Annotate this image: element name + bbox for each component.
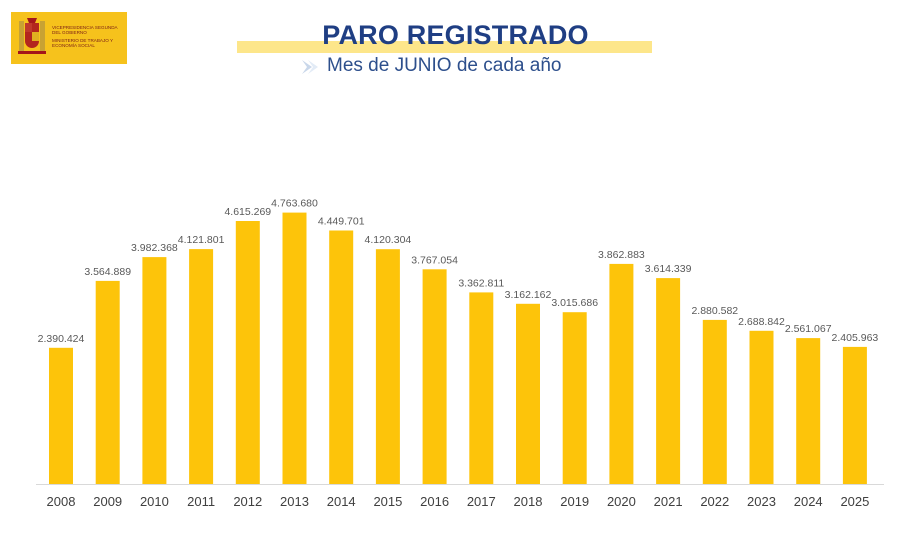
bar-2012 bbox=[235, 221, 260, 484]
bar-2020 bbox=[609, 263, 634, 484]
data-label-2009: 3.564.889 bbox=[84, 266, 131, 278]
title-highlight bbox=[237, 41, 652, 53]
x-tick-2010: 2010 bbox=[140, 494, 169, 509]
data-label-2025: 2.405.963 bbox=[832, 332, 879, 344]
x-tick-2014: 2014 bbox=[327, 494, 356, 509]
bar-2019 bbox=[562, 312, 587, 484]
data-label-2024: 2.561.067 bbox=[785, 323, 832, 335]
coat-of-arms-icon bbox=[15, 15, 49, 61]
x-tick-2018: 2018 bbox=[514, 494, 543, 509]
x-tick-2025: 2025 bbox=[840, 494, 869, 509]
x-tick-2009: 2009 bbox=[93, 494, 122, 509]
bar-2008 bbox=[49, 347, 73, 484]
x-tick-2019: 2019 bbox=[560, 494, 589, 509]
data-label-2016: 3.767.054 bbox=[411, 254, 458, 266]
bar-2017 bbox=[469, 292, 494, 484]
bar-2015 bbox=[375, 249, 400, 484]
data-label-2017: 3.362.811 bbox=[458, 277, 504, 289]
data-label-2013: 4.763.680 bbox=[271, 198, 318, 210]
data-label-2011: 4.121.801 bbox=[178, 234, 225, 246]
x-tick-2022: 2022 bbox=[700, 494, 729, 509]
x-tick-2011: 2011 bbox=[187, 494, 215, 509]
data-label-2023: 2.688.842 bbox=[738, 316, 785, 328]
data-label-2019: 3.015.686 bbox=[551, 297, 598, 309]
x-tick-2021: 2021 bbox=[654, 494, 683, 509]
bar-2022 bbox=[702, 319, 727, 484]
logo-line-1: Vicepresidencia Segunda del Gobierno bbox=[52, 24, 118, 35]
data-label-2012: 4.615.269 bbox=[224, 206, 271, 218]
bar-2013 bbox=[282, 212, 307, 484]
chevron-right-icon bbox=[302, 60, 318, 74]
government-logo: Vicepresidencia Segunda del Gobierno Min… bbox=[11, 12, 127, 64]
data-label-2022: 2.880.582 bbox=[691, 305, 738, 317]
bar-2011 bbox=[189, 249, 214, 484]
x-tick-2008: 2008 bbox=[47, 494, 76, 509]
bar-2010 bbox=[142, 257, 167, 484]
x-tick-2016: 2016 bbox=[420, 494, 449, 509]
bar-2025 bbox=[842, 346, 867, 484]
x-tick-2024: 2024 bbox=[794, 494, 823, 509]
data-label-2020: 3.862.883 bbox=[598, 249, 645, 261]
data-label-2018: 3.162.162 bbox=[505, 289, 552, 301]
x-tick-2013: 2013 bbox=[280, 494, 309, 509]
x-tick-2015: 2015 bbox=[373, 494, 402, 509]
x-tick-2023: 2023 bbox=[747, 494, 776, 509]
x-tick-2017: 2017 bbox=[467, 494, 496, 509]
x-tick-2012: 2012 bbox=[233, 494, 262, 509]
bar-2016 bbox=[422, 269, 447, 484]
bar-2023 bbox=[749, 330, 774, 484]
data-label-2008: 2.390.424 bbox=[38, 333, 85, 345]
bar-2024 bbox=[796, 338, 821, 484]
page-subtitle: Mes de JUNIO de cada año bbox=[327, 55, 562, 76]
data-label-2021: 3.614.339 bbox=[645, 263, 692, 275]
page-title: PARO REGISTRADO bbox=[322, 20, 589, 50]
data-label-2015: 4.120.304 bbox=[365, 234, 412, 246]
x-tick-2020: 2020 bbox=[607, 494, 636, 509]
bar-2009 bbox=[95, 280, 120, 484]
data-label-2010: 3.982.368 bbox=[131, 242, 178, 254]
bar-2021 bbox=[656, 278, 681, 484]
data-label-2014: 4.449.701 bbox=[318, 216, 365, 228]
bar-2014 bbox=[329, 230, 354, 484]
bar-2018 bbox=[516, 303, 540, 484]
logo-line-2: Ministerio de Trabajo y Economía Social bbox=[52, 38, 114, 49]
